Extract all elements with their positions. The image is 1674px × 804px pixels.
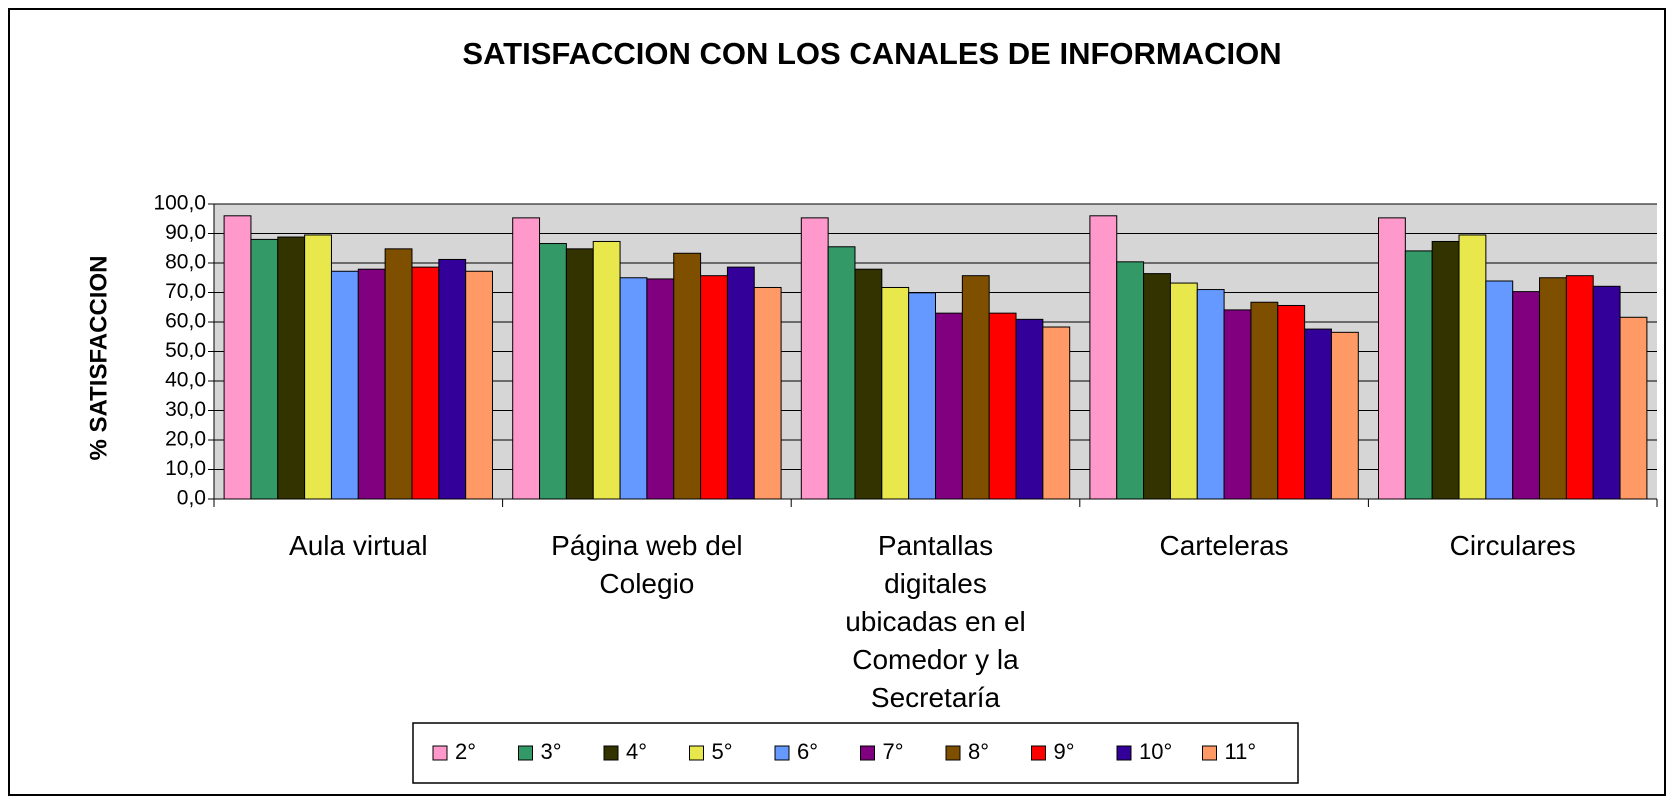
y-axis-label: % SATISFACCION	[85, 256, 112, 461]
legend-label: 11°	[1225, 739, 1257, 764]
bar	[1404, 250, 1433, 500]
y-tick-label: 90,0	[165, 221, 206, 244]
legend-label: 7°	[883, 739, 904, 764]
y-tick-label: 100,0	[153, 192, 206, 215]
legend-label: 2°	[455, 739, 476, 764]
x-tick-label: Aula virtual	[289, 530, 428, 561]
bar	[304, 234, 332, 500]
bar	[1304, 328, 1332, 500]
legend-label: 9°	[1054, 739, 1075, 764]
chart-title: SATISFACCION CON LOS CANALES DE INFORMAC…	[462, 36, 1281, 71]
legend-swatch	[1202, 745, 1217, 761]
bar	[1015, 318, 1044, 500]
bar	[1196, 289, 1225, 500]
bar	[935, 312, 963, 500]
y-tick-label: 80,0	[165, 251, 206, 274]
y-tick-label: 70,0	[165, 280, 206, 303]
legend-swatch	[518, 745, 533, 761]
bar	[1330, 331, 1359, 500]
bar	[1116, 261, 1145, 500]
bar	[539, 243, 567, 500]
bar	[592, 240, 621, 500]
legend-swatch	[860, 745, 875, 761]
legend-swatch	[774, 745, 790, 761]
bar	[465, 270, 493, 500]
bar	[330, 270, 359, 500]
bar	[988, 312, 1017, 500]
bar	[1619, 316, 1648, 500]
bar	[854, 268, 883, 500]
legend-label: 10°	[1139, 739, 1172, 764]
y-tick-label: 0,0	[177, 487, 206, 510]
bar	[673, 252, 702, 500]
bar	[1277, 304, 1306, 500]
bar	[1250, 301, 1279, 500]
legend-swatch	[1116, 745, 1132, 761]
y-tick-label: 40,0	[165, 369, 206, 392]
bar	[827, 246, 856, 500]
bar	[1169, 282, 1198, 500]
bar	[881, 286, 910, 500]
bar	[357, 268, 386, 500]
legend-label: 4°	[626, 739, 647, 764]
bar	[512, 217, 541, 500]
bar	[1143, 273, 1171, 500]
legend-label: 6°	[797, 739, 818, 764]
legend-swatch	[432, 745, 448, 761]
bar	[1458, 234, 1487, 500]
x-tick-label: Carteleras	[1159, 530, 1289, 561]
x-tick-label: Circulares	[1449, 530, 1576, 561]
bar	[1512, 291, 1541, 500]
legend-swatch	[945, 745, 961, 761]
y-tick-label: 20,0	[165, 428, 206, 451]
bar	[908, 292, 937, 500]
y-tick-label: 10,0	[165, 457, 206, 480]
bar	[1539, 277, 1567, 500]
bar	[1042, 326, 1071, 500]
bar	[1592, 285, 1621, 500]
y-tick-label: 30,0	[165, 398, 206, 421]
y-tick-label: 50,0	[165, 339, 206, 362]
legend-box	[412, 722, 1299, 784]
legend-swatch	[603, 745, 619, 761]
bar	[700, 275, 728, 500]
x-tick-label: Página web del Colegio	[551, 530, 743, 599]
y-tick-label: 60,0	[165, 310, 206, 333]
bar	[1223, 309, 1252, 500]
legend-swatch	[1031, 745, 1046, 761]
bar	[619, 277, 648, 500]
legend-label: 3°	[541, 739, 562, 764]
legend-label: 8°	[968, 739, 989, 764]
bar	[565, 248, 594, 500]
bar	[223, 215, 252, 500]
bar	[1378, 217, 1406, 500]
bar	[411, 266, 440, 500]
bar	[726, 266, 755, 500]
legend-label: 5°	[712, 739, 733, 764]
x-tick-label: Pantallas digitales ubicadas en el Comed…	[845, 530, 1026, 713]
bar	[646, 278, 675, 500]
bar	[438, 258, 467, 500]
bar	[1089, 215, 1118, 500]
bar	[277, 236, 306, 500]
bar	[1565, 275, 1594, 500]
bar	[1431, 240, 1460, 500]
legend-swatch	[689, 745, 704, 761]
bar	[961, 275, 990, 500]
bar	[250, 238, 279, 500]
bar	[800, 217, 829, 500]
bar	[753, 286, 782, 500]
bar	[1485, 280, 1514, 500]
bar	[384, 248, 413, 500]
